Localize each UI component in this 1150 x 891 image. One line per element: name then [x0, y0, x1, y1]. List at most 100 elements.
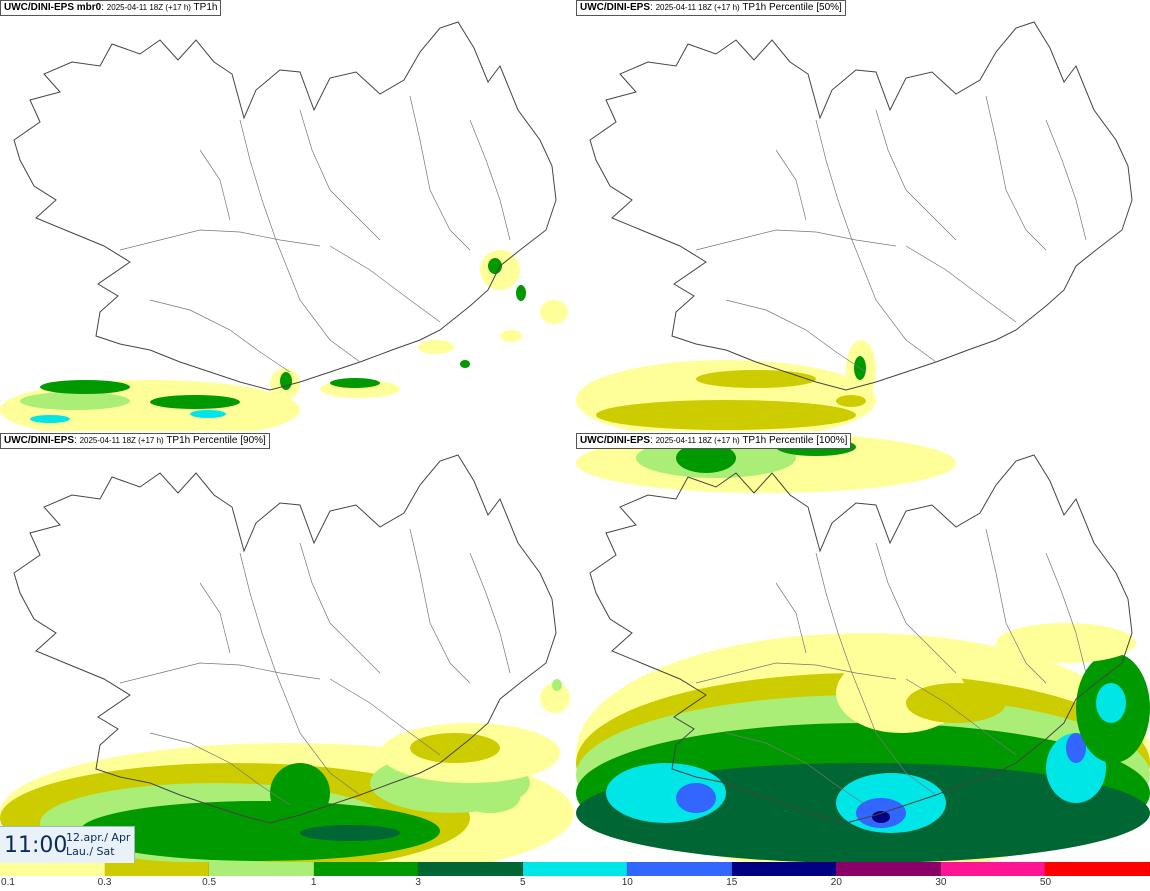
- panel-field: TP1h Percentile [50%]: [742, 2, 842, 13]
- road-line: [149, 299, 291, 373]
- road-line: [905, 678, 1017, 756]
- map-canvas: [576, 21, 1133, 431]
- road-line: [199, 582, 231, 654]
- panel-divider-horizontal: [0, 431, 1150, 433]
- precip-area: [500, 330, 522, 342]
- precip-area: [40, 380, 130, 394]
- precip-area: [330, 378, 380, 388]
- legend-label: 15: [726, 877, 738, 888]
- road-line: [409, 95, 471, 251]
- panel-title: UWC/DINI-EPS: 2025-04-11 18Z (+17 h) TP1…: [0, 433, 270, 449]
- road-line: [469, 119, 511, 241]
- precip-area: [872, 811, 890, 823]
- road-line: [329, 678, 441, 756]
- coastline: [589, 21, 1133, 391]
- road-line: [299, 542, 381, 674]
- legend-swatch: [731, 862, 837, 876]
- legend-label: 1: [310, 877, 317, 888]
- panel-field: TP1h Percentile [100%]: [742, 435, 848, 446]
- precip-area: [418, 340, 454, 354]
- road-line: [775, 582, 807, 654]
- legend-swatch: [1045, 862, 1150, 876]
- precip-area: [676, 443, 736, 473]
- legend-label: 50: [1039, 877, 1052, 888]
- road-line: [239, 119, 361, 363]
- panel-model: UWC/DINI-EPS: [4, 435, 74, 446]
- precip-area: [300, 825, 400, 841]
- road-line: [695, 662, 897, 684]
- map-canvas: [0, 454, 574, 862]
- precip-area: [540, 683, 570, 713]
- precip-area: [460, 360, 470, 368]
- panel-run: 2025-04-11 18Z (+17 h): [655, 436, 740, 445]
- legend-label: 0.3: [97, 877, 112, 888]
- valid-date: 12.apr./ Apr Lau./ Sat: [66, 831, 130, 859]
- precip-area: [540, 300, 568, 324]
- panel-field: TP1h Percentile [90%]: [166, 435, 266, 446]
- road-line: [239, 552, 361, 796]
- road-line: [695, 229, 897, 251]
- road-line: [329, 245, 441, 323]
- legend-swatch: [104, 862, 210, 876]
- precip-area: [30, 415, 70, 423]
- panel-run: 2025-04-11 18Z (+17 h): [106, 3, 191, 12]
- valid-date-line2: Lau./ Sat: [66, 845, 115, 858]
- precip-area: [596, 400, 856, 430]
- panel-title: UWC/DINI-EPS: 2025-04-11 18Z (+17 h) TP1…: [576, 433, 852, 449]
- map-panel-percentile-90: UWC/DINI-EPS: 2025-04-11 18Z (+17 h) TP1…: [0, 433, 574, 862]
- panel-run: 2025-04-11 18Z (+17 h): [655, 3, 740, 12]
- legend-swatch: [836, 862, 941, 876]
- coastline: [13, 454, 557, 824]
- road-line: [469, 552, 511, 674]
- coastline: [13, 21, 557, 391]
- road-line: [119, 662, 321, 684]
- road-line: [725, 299, 867, 373]
- valid-time-box: 11:00 12.apr./ Apr Lau./ Sat: [0, 826, 135, 863]
- precip-area: [460, 783, 520, 813]
- precip-area: [1096, 683, 1126, 723]
- precip-area: [80, 801, 440, 861]
- precip-area: [836, 395, 866, 407]
- legend-swatch: [627, 862, 732, 876]
- precip-area: [552, 679, 562, 691]
- precip-area: [410, 733, 500, 763]
- map-panel-percentile-100: UWC/DINI-EPS: 2025-04-11 18Z (+17 h) TP1…: [576, 433, 1150, 862]
- precip-area: [280, 372, 292, 390]
- legend-label: 20: [830, 877, 842, 888]
- legend-colorbar: [0, 862, 1150, 876]
- legend-label: 5: [519, 877, 526, 888]
- precip-area: [516, 285, 526, 301]
- panel-model: UWC/DINI-EPS mbr0: [4, 2, 102, 13]
- legend-label: 30: [935, 877, 947, 888]
- valid-time: 11:00: [4, 833, 68, 858]
- legend-label: 3: [415, 877, 421, 888]
- precip-legend: 0.1 0.3 0.5 1 3 5 10 15 20 30 50: [0, 862, 1150, 891]
- map-panel-percentile-50: UWC/DINI-EPS: 2025-04-11 18Z (+17 h) TP1…: [576, 0, 1150, 431]
- road-line: [199, 149, 231, 221]
- panel-field: TP1h: [193, 2, 218, 13]
- legend-label: 0.1: [1, 877, 15, 888]
- legend-swatch: [522, 862, 628, 876]
- panel-title: UWC/DINI-EPS: 2025-04-11 18Z (+17 h) TP1…: [576, 0, 846, 16]
- map-canvas: [576, 433, 1150, 862]
- precip-area: [696, 370, 816, 388]
- legend-label: 0.5: [202, 877, 217, 888]
- road-line: [815, 119, 937, 363]
- legend-swatch: [0, 862, 105, 876]
- road-line: [299, 109, 381, 241]
- road-line: [985, 528, 1047, 684]
- road-line: [875, 542, 957, 674]
- precip-area: [190, 410, 226, 418]
- legend-swatch: [313, 862, 419, 876]
- legend-swatch: [940, 862, 1046, 876]
- legend-label: 10: [621, 877, 633, 888]
- legend-swatch: [418, 862, 523, 876]
- road-line: [409, 528, 471, 684]
- road-line: [875, 109, 957, 241]
- precip-area: [996, 623, 1136, 663]
- legend-swatch: [209, 862, 314, 876]
- valid-date-line1: 12.apr./ Apr: [66, 831, 131, 844]
- precip-area: [1066, 733, 1086, 763]
- road-line: [1045, 552, 1087, 674]
- precip-area: [20, 392, 130, 410]
